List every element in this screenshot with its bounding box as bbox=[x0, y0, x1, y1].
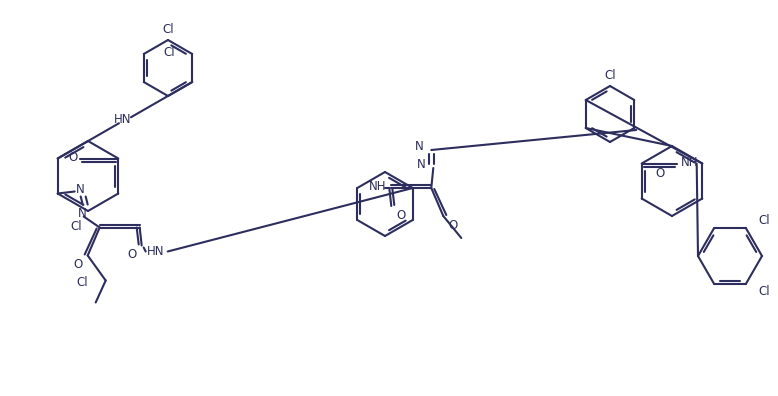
Text: O: O bbox=[73, 258, 82, 271]
Text: NH: NH bbox=[681, 156, 698, 169]
Text: Cl: Cl bbox=[163, 46, 175, 59]
Text: O: O bbox=[127, 248, 136, 261]
Text: Cl: Cl bbox=[758, 214, 769, 227]
Text: Cl: Cl bbox=[162, 23, 173, 36]
Text: NH: NH bbox=[370, 179, 387, 192]
Text: O: O bbox=[449, 219, 458, 232]
Text: N: N bbox=[415, 139, 423, 152]
Text: Cl: Cl bbox=[70, 219, 82, 232]
Text: N: N bbox=[79, 207, 87, 220]
Text: Cl: Cl bbox=[605, 69, 616, 82]
Text: N: N bbox=[76, 183, 85, 196]
Text: HN: HN bbox=[114, 113, 131, 126]
Text: O: O bbox=[397, 209, 406, 221]
Text: Cl: Cl bbox=[76, 276, 88, 289]
Text: O: O bbox=[68, 151, 78, 164]
Text: HN: HN bbox=[147, 245, 164, 258]
Text: O: O bbox=[655, 167, 664, 180]
Text: Cl: Cl bbox=[758, 285, 769, 298]
Text: N: N bbox=[416, 158, 426, 171]
